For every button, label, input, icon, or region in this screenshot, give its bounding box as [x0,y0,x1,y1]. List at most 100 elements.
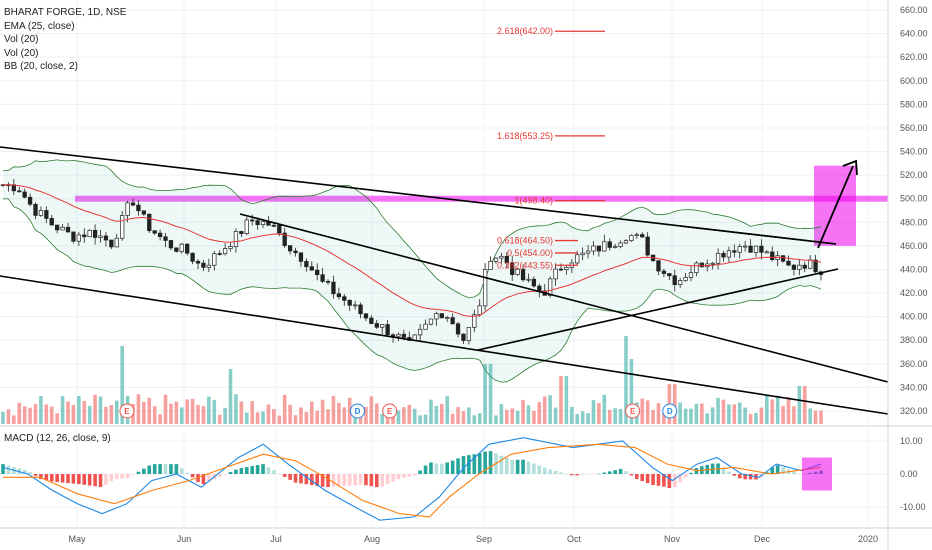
macd-histogram-bar [591,474,596,475]
candle-body [450,317,455,325]
volume-bar [559,376,563,424]
volume-bar [309,401,314,424]
volume-bar [142,402,146,424]
candle-body [244,219,249,234]
candle-body [125,202,130,216]
candle-body [287,245,293,252]
volume-bar [526,405,531,424]
volume-bar [461,411,466,424]
candle-body [347,299,352,306]
macd-histogram-bar [662,474,666,487]
volume-bar [337,402,341,424]
macd-histogram-bar [721,467,726,474]
candle-body [537,285,542,292]
candle-body [44,210,49,219]
volume-bar [12,415,16,424]
trendline-rising-support [477,268,839,351]
bb-upper [3,159,822,299]
legend-bb[interactable]: BB (20, close, 2) [4,61,78,72]
macd-histogram-bar [104,474,108,485]
candle-body [228,246,233,249]
macd-line [2,437,822,521]
macd-histogram-bar [607,471,612,474]
legend-vol-1[interactable]: Vol (20) [4,34,39,45]
candle-body [661,270,667,274]
macd-histogram-bar [570,474,574,476]
volume-bar [93,394,97,424]
candle-body [76,234,81,242]
legend-symbol[interactable]: BHARAT FORGE, 1D, NSE [4,7,127,18]
candle-body [575,254,580,264]
signal-line [3,443,822,518]
candle-body [206,264,212,268]
candle-body [515,268,520,276]
fibonacci-levels: 0.382(443.55) 0.5(454.00) 0.618(464.50) 1(4… [497,26,605,270]
macd-histogram-bar [66,474,70,484]
volume-bar [515,410,520,424]
candle-body [385,324,390,336]
macd-histogram-bar [136,471,141,474]
macd-histogram-bar [407,474,412,477]
macd-histogram-bar [781,467,785,474]
candle-body [786,260,791,266]
candle-body [417,328,423,336]
macd-histogram-bar [792,471,796,474]
macd-histogram-bar [597,473,601,475]
volume-bar [304,411,309,424]
volume-bar [429,399,433,424]
macd-histogram-bar [797,473,802,475]
macd-histogram-bar [22,469,27,474]
volume-bar [467,407,471,424]
macd-legend[interactable]: MACD (12, 26, close, 9) [4,433,111,444]
candle-body [217,253,222,255]
macd-histogram-bar [629,474,634,476]
candle-body [309,266,314,271]
candle-body [260,221,266,225]
fib-label: 0.5(454.00) [507,248,553,258]
legend-vol-2[interactable]: Vol (20) [4,47,39,59]
candle-body [65,226,71,233]
volume-bar [342,407,347,424]
macd-histogram-bar [602,472,607,474]
trendlines [0,146,889,415]
macd-histogram-bar [564,473,569,475]
volume-bar [163,394,168,424]
candle-body [190,252,195,262]
legend-ema[interactable]: EMA (25, close) [4,20,75,32]
volume-bar [786,396,791,424]
macd-histogram-bar [309,474,314,486]
candle-body [179,243,184,252]
candle-body [174,247,179,252]
macd-y-tick-label: 0.00 [900,469,918,479]
candle-body [482,269,488,307]
macd-histogram-bar [374,474,379,488]
volume-bar [22,406,27,424]
breakout-arrow-head [842,159,858,176]
volume-bar [71,405,76,424]
volume-bar [662,413,666,424]
macd-histogram-bar [71,474,76,484]
volume-bar [207,396,211,424]
volume-bar [136,394,141,424]
volume-bar [396,410,401,424]
candle-body [369,317,374,324]
macd-histogram-bar [618,468,623,474]
macd-histogram-bar [743,474,747,480]
candle-body [428,318,434,325]
candle-body [547,278,553,296]
candle-body [396,333,401,337]
macd-histogram-bar [326,474,330,488]
candle-body [82,234,87,238]
macd-histogram-bar [114,474,119,479]
volume-bar [521,399,525,424]
volume-bar [407,404,412,424]
volume-bar [39,396,43,424]
candle-body [504,255,509,264]
volume-bar [98,396,103,424]
volume-bar [33,404,38,424]
candle-body [103,235,109,241]
x-tick-label: May [68,534,86,544]
volume-bar [1,411,5,424]
volume-bar [575,414,580,424]
